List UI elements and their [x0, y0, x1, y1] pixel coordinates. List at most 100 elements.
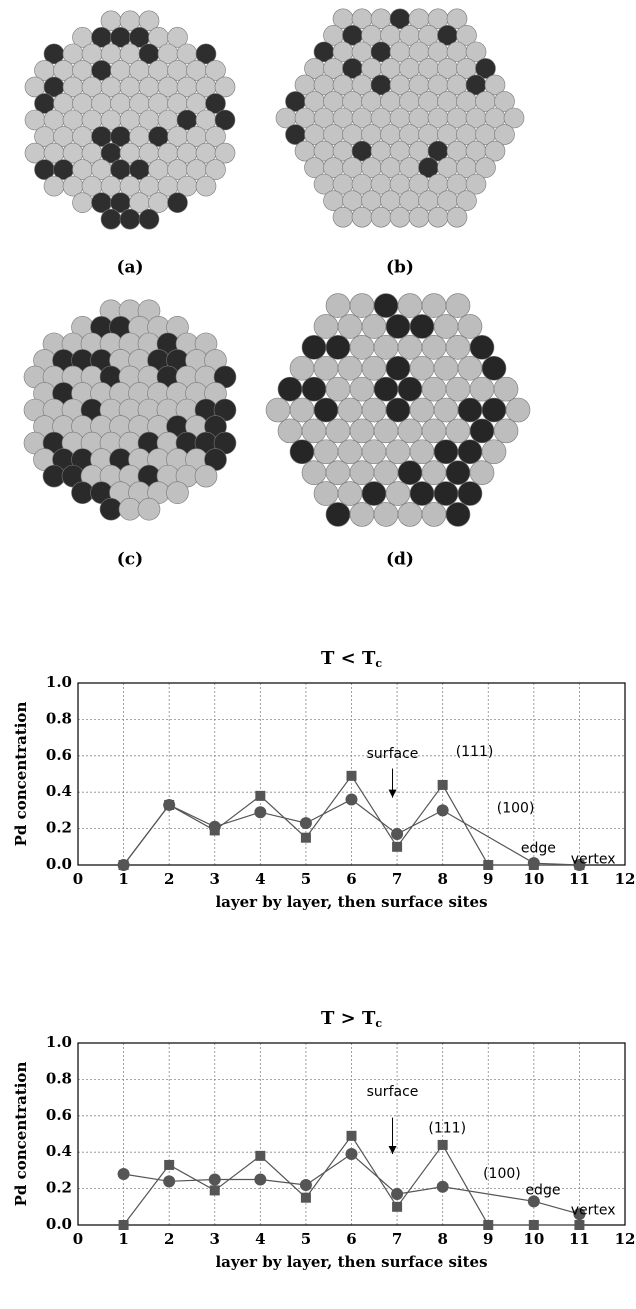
- circle-marker: [437, 1181, 449, 1193]
- circle-marker: [163, 1175, 175, 1187]
- atom: [398, 335, 422, 359]
- atom: [100, 498, 122, 520]
- atom: [302, 461, 326, 485]
- particle-image: [24, 300, 236, 520]
- x-tick-label: 2: [164, 1230, 174, 1248]
- atom: [138, 498, 160, 520]
- circle-marker: [346, 1148, 358, 1160]
- square-marker: [347, 771, 357, 781]
- atom: [410, 314, 434, 338]
- y-tick-label: 0.4: [46, 782, 72, 800]
- square-marker: [210, 1185, 220, 1195]
- atom: [314, 440, 338, 464]
- x-tick-label: 9: [483, 870, 493, 888]
- atom: [362, 440, 386, 464]
- y-tick-label: 0.6: [46, 746, 72, 764]
- annotation: (111): [428, 1121, 466, 1137]
- x-tick-label: 8: [437, 1230, 447, 1248]
- y-axis-label: Pd concentration: [12, 1062, 30, 1207]
- atom: [482, 356, 506, 380]
- atom: [482, 398, 506, 422]
- atom: [350, 377, 374, 401]
- atom: [350, 419, 374, 443]
- atom: [362, 482, 386, 506]
- atom: [434, 356, 458, 380]
- square-marker: [347, 1131, 357, 1141]
- atom: [434, 314, 458, 338]
- atom: [326, 502, 350, 526]
- x-tick-label: 5: [301, 870, 311, 888]
- atom: [314, 314, 338, 338]
- atom: [470, 419, 494, 443]
- chart-title: T > Tc: [321, 1008, 382, 1030]
- x-tick-label: 0: [73, 1230, 83, 1248]
- atom: [386, 440, 410, 464]
- arrow-head: [389, 1146, 397, 1154]
- square-marker: [483, 1220, 493, 1230]
- atom: [458, 482, 482, 506]
- circle-marker: [254, 1174, 266, 1186]
- x-tick-label: 2: [164, 870, 174, 888]
- atom: [446, 377, 470, 401]
- atom: [398, 294, 422, 318]
- x-tick-label: 10: [523, 870, 544, 888]
- atom: [434, 398, 458, 422]
- atom: [333, 207, 353, 227]
- atom: [168, 193, 188, 213]
- annotation: (100): [483, 1166, 521, 1182]
- y-axis-label: Pd concentration: [12, 702, 30, 847]
- particle-image: [266, 294, 530, 527]
- x-axis-label: layer by layer, then surface sites: [215, 1253, 487, 1271]
- atom: [386, 482, 410, 506]
- atom: [374, 502, 398, 526]
- atom: [266, 398, 290, 422]
- atom: [410, 440, 434, 464]
- atom: [362, 314, 386, 338]
- atom: [326, 419, 350, 443]
- atom: [434, 482, 458, 506]
- atom: [506, 398, 530, 422]
- atom: [290, 398, 314, 422]
- x-tick-label: 6: [346, 1230, 356, 1248]
- panel-label: (c): [117, 550, 143, 570]
- atom: [398, 502, 422, 526]
- atom: [409, 207, 429, 227]
- atom: [120, 209, 140, 229]
- atom: [422, 294, 446, 318]
- x-tick-label: 4: [255, 870, 265, 888]
- atom: [302, 419, 326, 443]
- figure: (a) (b) (c) (d) T < Tc0.00.20.40.60.81.0…: [0, 0, 636, 1309]
- circle-marker: [254, 806, 266, 818]
- arrow-head: [389, 790, 397, 798]
- x-tick-label: 12: [615, 1230, 636, 1248]
- atom: [458, 398, 482, 422]
- square-marker: [483, 860, 493, 870]
- particle-image: [276, 9, 524, 227]
- title-text: T < T: [321, 648, 376, 669]
- atom: [494, 377, 518, 401]
- annotation: surface: [367, 1084, 419, 1100]
- x-tick-label: 1: [118, 1230, 128, 1248]
- panel-label: (a): [116, 258, 143, 278]
- atom: [314, 482, 338, 506]
- y-tick-label: 0.0: [46, 1215, 72, 1233]
- atom: [446, 461, 470, 485]
- atom: [167, 482, 189, 504]
- x-tick-label: 3: [210, 1230, 220, 1248]
- atom: [72, 482, 94, 504]
- x-tick-label: 8: [437, 870, 447, 888]
- atom: [290, 356, 314, 380]
- atom: [338, 314, 362, 338]
- atom: [314, 356, 338, 380]
- atom: [410, 356, 434, 380]
- square-marker: [392, 1202, 402, 1212]
- atom: [139, 209, 159, 229]
- atom: [470, 461, 494, 485]
- atom: [338, 398, 362, 422]
- circle-marker: [118, 859, 130, 871]
- atom: [326, 461, 350, 485]
- x-tick-label: 5: [301, 1230, 311, 1248]
- atom: [73, 193, 93, 213]
- square-marker: [301, 833, 311, 843]
- atom: [371, 207, 391, 227]
